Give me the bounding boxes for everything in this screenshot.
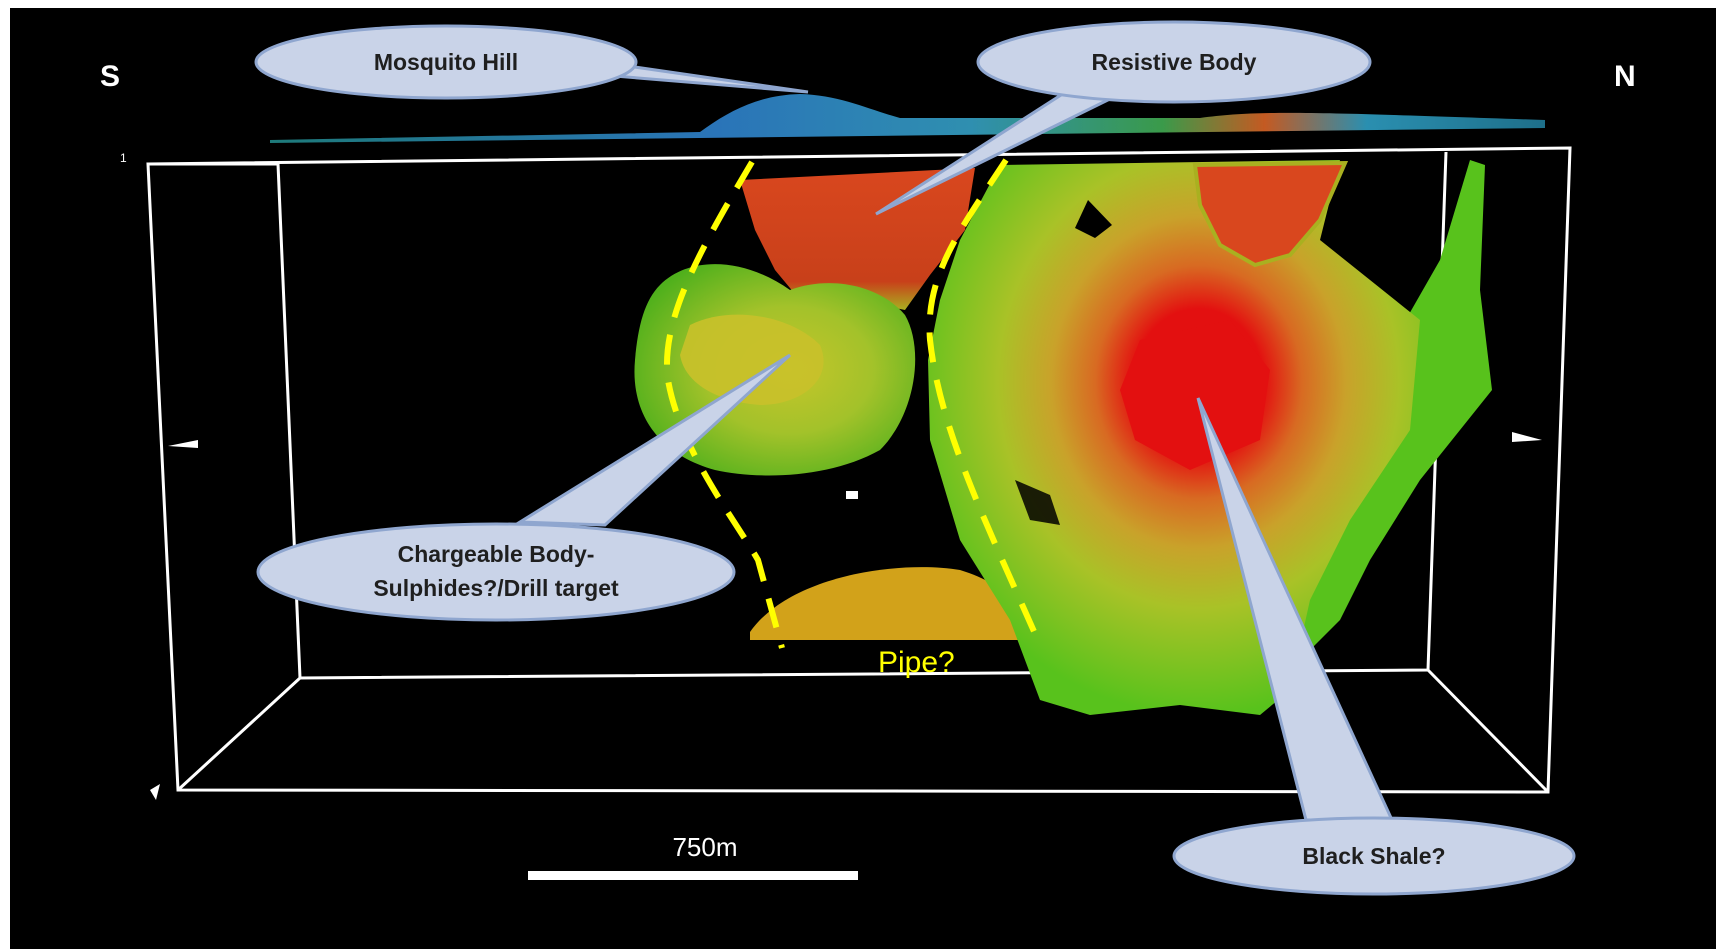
frame-tick-marks xyxy=(150,432,1542,800)
callout-chargeable-body: Chargeable Body- Sulphides?/Drill target xyxy=(256,353,792,622)
resistive-body xyxy=(740,168,975,310)
axis-tick-label: 1 xyxy=(120,151,127,165)
callout-resistive-body: Resistive Body xyxy=(875,20,1372,216)
callout-mosquito-hill: Mosquito Hill xyxy=(254,24,809,100)
callout-chargeable-body-line2: Sulphides?/Drill target xyxy=(373,575,619,601)
scale-bar-label: 750m xyxy=(672,832,737,862)
scale-bar: 750m xyxy=(528,832,858,880)
callout-black-shale-text: Black Shale? xyxy=(1302,843,1445,869)
surface-topography xyxy=(270,94,1545,143)
south-label: S xyxy=(100,60,120,93)
resistive-lobe-north xyxy=(1192,160,1349,268)
callout-mosquito-hill-text: Mosquito Hill xyxy=(374,49,518,75)
scale-bar-line xyxy=(528,871,858,880)
chargeable-core xyxy=(680,314,824,405)
callout-black-shale: Black Shale? xyxy=(1172,397,1576,896)
north-label: N xyxy=(1614,60,1636,93)
shale-void xyxy=(1075,200,1112,238)
callout-resistive-body-text: Resistive Body xyxy=(1092,49,1257,75)
deep-ore-body xyxy=(750,567,1032,640)
shale-core xyxy=(1120,320,1270,470)
pipe-label: Pipe? xyxy=(878,646,955,679)
shale-cavity xyxy=(1015,480,1060,525)
pipe-outline xyxy=(664,158,1043,649)
callout-chargeable-body-line1: Chargeable Body- xyxy=(398,541,595,567)
